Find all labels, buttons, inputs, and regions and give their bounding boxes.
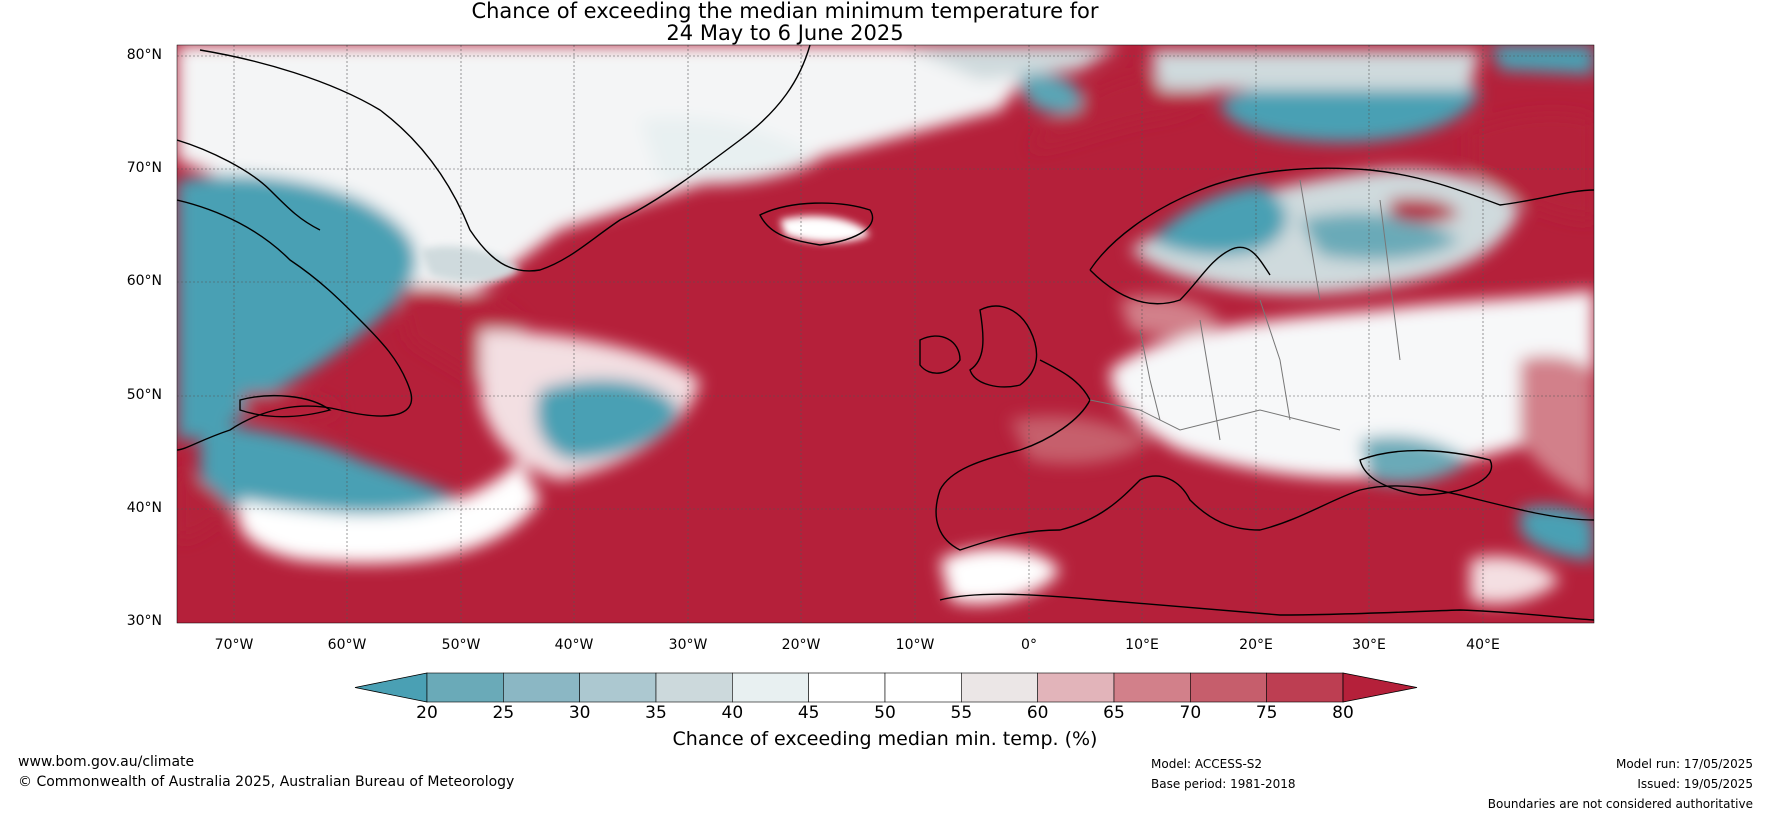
colorbar-tick-label: 30	[568, 703, 591, 723]
colorbar-tick-label: 20	[416, 703, 438, 723]
lat-label-60n: 60°N	[126, 273, 162, 289]
model-text: Model: ACCESS-S2	[1151, 757, 1263, 771]
ireland-coast	[919, 335, 961, 374]
lat-label-70n: 70°N	[126, 160, 162, 176]
colorbar-segment	[503, 672, 580, 703]
chart-title-line1: Chance of exceeding the median minimum t…	[471, 0, 1099, 23]
colorbar-tick-label: 25	[492, 703, 515, 723]
lon-label-30w: 30°W	[668, 637, 708, 653]
colorbar-tick-label: 50	[874, 703, 896, 723]
lon-label-10e: 10°E	[1125, 637, 1159, 653]
colorbar-segment	[961, 672, 1038, 703]
lat-label-30n: 30°N	[126, 613, 162, 629]
colorbar-tick-label: 70	[1179, 703, 1202, 723]
colorbar	[354, 672, 1418, 703]
base-period-text: Base period: 1981-2018	[1151, 777, 1296, 791]
graticule	[177, 45, 1594, 623]
lon-label-10w: 10°W	[895, 637, 935, 653]
lat-label-40n: 40°N	[126, 500, 162, 516]
colorbar-segment	[579, 672, 657, 703]
colorbar-segment	[884, 672, 962, 703]
lon-label-40w: 40°W	[554, 637, 594, 653]
colorbar-tick-label: 65	[1103, 703, 1125, 723]
greenland-coast	[199, 45, 811, 272]
colorbar-segment	[426, 672, 504, 703]
colorbar-label: Chance of exceeding median min. temp. (%…	[672, 728, 1098, 750]
colorbar-tick-label: 60	[1026, 703, 1049, 723]
model-run-text: Model run: 17/05/2025	[1615, 757, 1753, 771]
website-text: www.bom.gov.au/climate	[18, 754, 195, 770]
colorbar-segment	[808, 672, 886, 703]
colorbar-segment	[1190, 672, 1267, 703]
colorbar-min-arrow	[354, 672, 428, 703]
disclaimer-text: Boundaries are not considered authoritat…	[1487, 797, 1753, 811]
colorbar-tick-label: 40	[721, 703, 744, 723]
europe-neutral-area	[1110, 290, 1594, 479]
colorbar-tick-label: 35	[645, 703, 667, 723]
colorbar-tick-label: 75	[1255, 703, 1278, 723]
colorbar-segment	[655, 672, 733, 703]
lon-label-40e: 40°E	[1466, 637, 1500, 653]
colorbar-segment	[1266, 672, 1344, 703]
canada-cool-area	[177, 175, 417, 441]
copyright-text: © Commonwealth of Australia 2025, Austra…	[18, 774, 515, 790]
coastlines	[177, 45, 1594, 621]
lon-label-0: 0°	[1021, 637, 1037, 653]
lon-label-20e: 20°E	[1239, 637, 1273, 653]
colorbar-segment	[732, 672, 809, 703]
britain-coast	[969, 305, 1038, 388]
chart-title-line2: 24 May to 6 June 2025	[666, 21, 904, 45]
colorbar-tick-label: 80	[1332, 703, 1354, 723]
lon-label-50w: 50°W	[441, 637, 481, 653]
lon-label-70w: 70°W	[214, 637, 254, 653]
iceland-coast	[759, 202, 874, 246]
issued-text: Issued: 19/05/2025	[1637, 777, 1753, 791]
colorbar-segment	[1037, 672, 1115, 703]
lat-label-80n: 80°N	[126, 47, 162, 63]
colorbar-tick-label: 55	[950, 703, 973, 723]
colorbar-segment	[1113, 672, 1191, 703]
map-field	[177, 45, 1594, 623]
lat-label-50n: 50°N	[126, 387, 162, 403]
colorbar-max-arrow	[1342, 672, 1418, 703]
lon-label-20w: 20°W	[781, 637, 821, 653]
lon-label-60w: 60°W	[327, 637, 367, 653]
country-borders	[1089, 179, 1401, 441]
colorbar-tick-label: 45	[797, 703, 820, 723]
lon-label-30e: 30°E	[1352, 637, 1386, 653]
